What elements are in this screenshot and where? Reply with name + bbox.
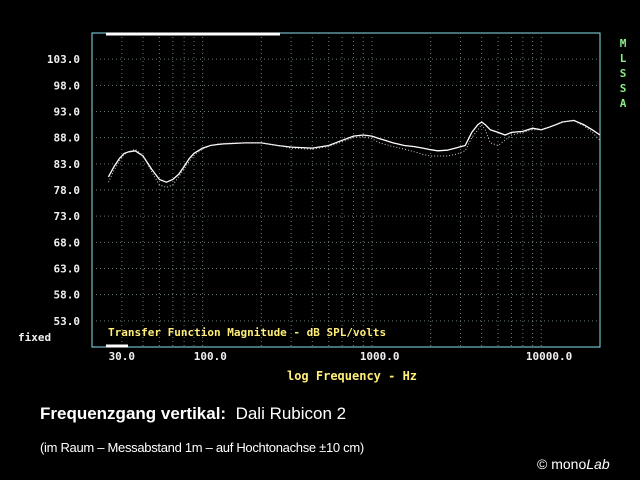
y-tick-label: 53.0 — [54, 315, 81, 328]
y-tick-label: 73.0 — [54, 210, 81, 223]
copyright-mark: © monoLab — [537, 456, 610, 472]
frequency-response-chart: 103.0 98.0 93.0 88.0 83.0 78.0 73.0 68.0 63.0 58.… — [18, 32, 627, 383]
caption-title-bold: Frequenzgang vertikal: — [40, 404, 227, 423]
y-tick-label: 83.0 — [54, 158, 81, 171]
y-tick-label: 68.0 — [54, 236, 81, 249]
x-tick-label: 10000.0 — [526, 350, 572, 363]
side-label-letter: M — [620, 37, 627, 50]
y-tick-label: 98.0 — [54, 79, 81, 92]
y-tick-label: 103.0 — [47, 53, 80, 66]
caption-title-model: Dali Rubicon 2 — [235, 404, 347, 423]
series-line-1 — [107, 119, 601, 183]
caption-title: Frequenzgang vertikal: Dali Rubicon 2 — [40, 404, 346, 424]
brand-mono: mono — [551, 456, 587, 472]
series-line-2 — [107, 120, 601, 188]
side-label-letter: S — [620, 67, 627, 80]
y-tick-label: 63.0 — [54, 263, 81, 276]
x-tick-label: 1000.0 — [360, 350, 400, 363]
x-tick-label: 100.0 — [194, 350, 227, 363]
brand-lab: Lab — [586, 456, 610, 472]
caption-subtitle: (im Raum – Messabstand 1m – auf Hochtona… — [40, 440, 364, 455]
side-label-letter: S — [620, 82, 627, 95]
x-axis-label: log Frequency - Hz — [287, 369, 417, 383]
y-tick-label: 78.0 — [54, 184, 81, 197]
y-tick-label: 88.0 — [54, 132, 81, 145]
y-tick-label: 58.0 — [54, 289, 81, 302]
inner-title: Transfer Function Magnitude - dB SPL/vol… — [108, 326, 386, 339]
y-mode-label: fixed — [18, 331, 51, 344]
side-label-letter: L — [620, 52, 627, 65]
x-tick-label: 30.0 — [109, 350, 136, 363]
y-tick-label: 93.0 — [54, 106, 81, 119]
copyright-symbol: © — [537, 456, 548, 472]
side-label-letter: A — [620, 97, 627, 110]
